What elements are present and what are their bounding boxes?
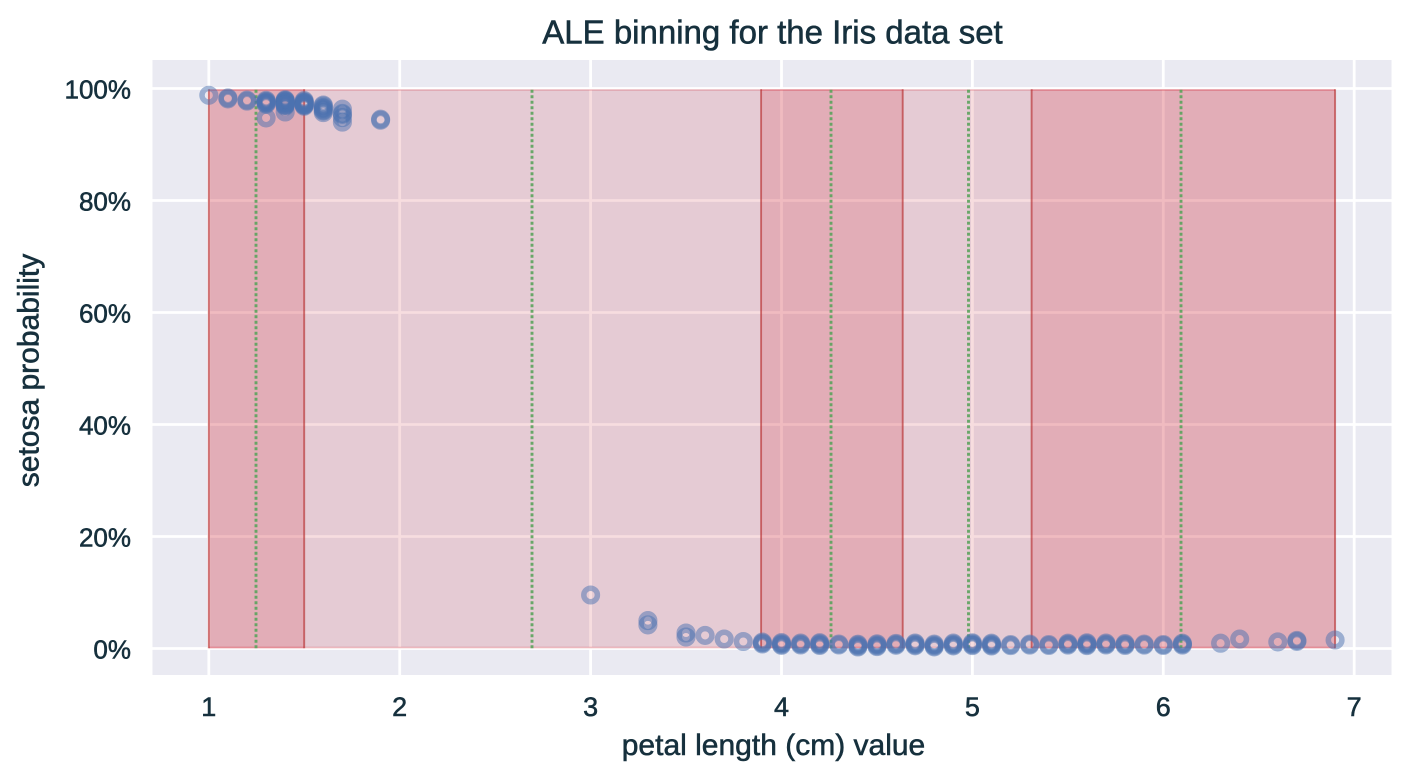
svg-text:80%: 80%	[79, 186, 131, 216]
svg-text:3: 3	[583, 692, 598, 722]
svg-text:100%: 100%	[65, 74, 132, 104]
svg-text:4: 4	[774, 692, 789, 722]
svg-text:40%: 40%	[79, 410, 131, 440]
svg-text:setosa probability: setosa probability	[13, 254, 46, 487]
svg-text:petal length (cm) value: petal length (cm) value	[622, 729, 926, 762]
svg-text:6: 6	[1156, 692, 1171, 722]
svg-text:5: 5	[965, 692, 980, 722]
svg-text:20%: 20%	[79, 522, 131, 552]
svg-text:ALE binning for the Iris data: ALE binning for the Iris data set	[542, 14, 1002, 51]
svg-text:60%: 60%	[79, 298, 131, 328]
svg-text:1: 1	[201, 692, 216, 722]
svg-text:7: 7	[1347, 692, 1362, 722]
svg-text:0%: 0%	[93, 634, 131, 664]
svg-text:2: 2	[392, 692, 407, 722]
